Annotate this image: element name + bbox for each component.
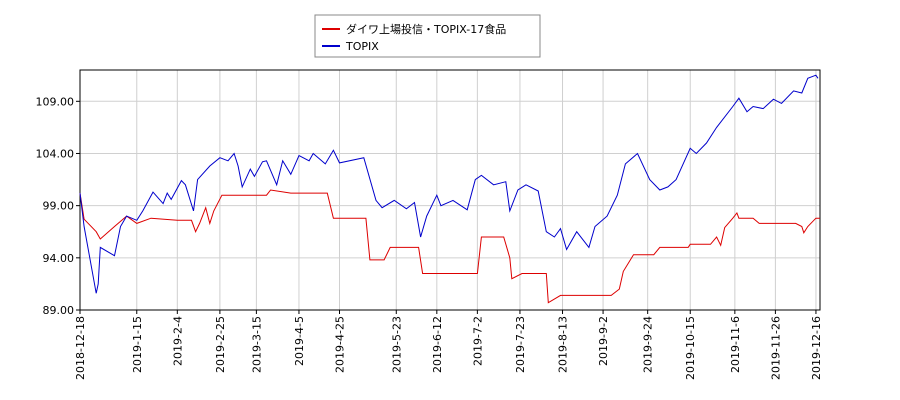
x-tick-label: 2019-2-4 bbox=[171, 316, 184, 366]
x-tick-label: 2019-4-25 bbox=[334, 316, 347, 373]
x-tick-label: 2019-1-15 bbox=[131, 316, 144, 373]
x-tick-label: 2019-5-23 bbox=[390, 316, 403, 373]
x-tick-label: 2019-7-23 bbox=[514, 316, 527, 373]
x-tick-label: 2019-12-16 bbox=[810, 316, 823, 380]
legend-label: TOPIX bbox=[345, 40, 379, 53]
series-line bbox=[79, 189, 820, 304]
x-tick-label: 2019-6-12 bbox=[431, 316, 444, 373]
y-tick-label: 99.00 bbox=[43, 200, 75, 213]
x-tick-label: 2019-11-26 bbox=[769, 316, 782, 380]
x-tick-label: 2019-9-24 bbox=[642, 316, 655, 373]
x-tick-label: 2019-9-2 bbox=[597, 316, 610, 366]
legend-box bbox=[314, 14, 541, 58]
y-tick-label: 94.00 bbox=[43, 252, 75, 265]
x-tick-label: 2019-4-5 bbox=[293, 316, 306, 366]
x-tick-label: 2019-10-15 bbox=[684, 316, 697, 380]
y-tick-label: 109.00 bbox=[36, 95, 75, 108]
x-tick-label: 2018-12-18 bbox=[74, 316, 87, 380]
y-tick-label: 104.00 bbox=[36, 147, 75, 160]
x-tick-label: 2019-2-25 bbox=[214, 316, 227, 373]
legend-label: ダイワ上場投信・TOPIX-17食品 bbox=[346, 22, 506, 36]
x-tick-label: 2019-8-13 bbox=[557, 316, 570, 373]
plot-border bbox=[79, 69, 821, 311]
x-tick-label: 2019-11-6 bbox=[729, 316, 742, 373]
x-tick-label: 2019-7-2 bbox=[471, 316, 484, 366]
y-tick-label: 89.00 bbox=[43, 304, 75, 317]
series-line bbox=[79, 74, 819, 294]
x-tick-label: 2019-3-15 bbox=[250, 316, 263, 373]
legend: ダイワ上場投信・TOPIX-17食品 TOPIX bbox=[314, 14, 541, 58]
